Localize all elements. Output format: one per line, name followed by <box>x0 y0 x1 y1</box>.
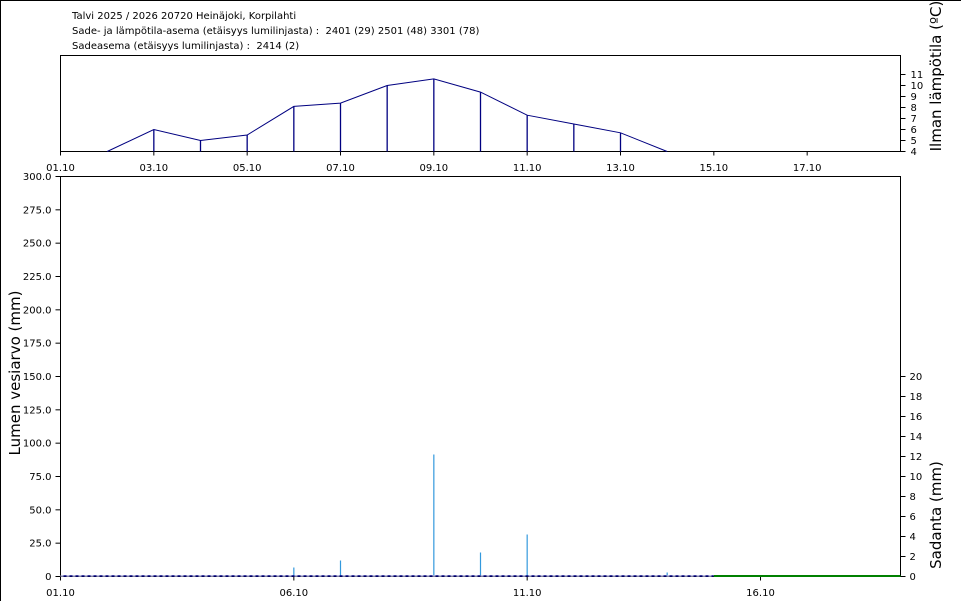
snow-y-tick-label: 250.0 <box>23 239 52 250</box>
temperature-y-tick-label: 5 <box>911 136 917 147</box>
precipitation-y-tick-label: 20 <box>910 372 923 383</box>
snow-y-tick-label: 0 <box>45 572 51 583</box>
temperature-x-tick-label: 11.10 <box>513 163 542 174</box>
snow-y-tick-label: 125.0 <box>23 405 52 416</box>
precipitation-y-tick-label: 2 <box>910 552 916 563</box>
precipitation-y-tick-label: 0 <box>910 572 916 583</box>
precipitation-y-tick-label: 6 <box>910 512 916 523</box>
temperature-y-tick-label: 8 <box>911 103 917 114</box>
stations-info: Sade- ja lämpötila-asema (etäisyys lumil… <box>72 26 480 37</box>
snow-panel: 025.050.075.0100.0125.0150.0175.0200.022… <box>6 172 945 599</box>
temperature-panel: 01.10 03.10 05.10 07.10 09.10 11.10 13.10 15.10… <box>46 1 945 174</box>
temperature-x-tick-label: 03.10 <box>140 163 169 174</box>
snow-y-tick-label: 225.0 <box>23 272 52 283</box>
precipitation-bars <box>293 454 668 577</box>
snow-y-tick-label: 150.0 <box>23 372 52 383</box>
snow-x-tick-label: 16.10 <box>746 588 775 599</box>
precipitation-y-tick-label: 8 <box>910 492 916 503</box>
precipitation-y-tick-label: 16 <box>910 412 923 423</box>
temperature-y-tick-label: 6 <box>911 125 917 136</box>
snow-y-tick-label: 200.0 <box>23 305 52 316</box>
temperature-x-tick-label: 15.10 <box>700 163 729 174</box>
precipitation-y-tick-label: 12 <box>910 452 923 463</box>
temperature-y-tick-label: 11 <box>911 70 924 81</box>
temperature-y-tick-label: 10 <box>911 81 924 92</box>
snow-plot-frame <box>60 176 901 577</box>
snow-x-tick-label: 06.10 <box>280 588 309 599</box>
snow-y-tick-label: 175.0 <box>23 339 52 350</box>
snow-y-tick-label: 100.0 <box>23 439 52 450</box>
snow-y-tick-label: 50.0 <box>29 505 51 516</box>
snow-axis-title: Lumen vesiarvo (mm) <box>6 291 24 456</box>
temperature-x-axis: 01.10 03.10 05.10 07.10 09.10 11.10 13.10 15.10… <box>46 151 822 174</box>
temperature-x-tick-label: 07.10 <box>326 163 355 174</box>
precipitation-y-tick-label: 4 <box>910 532 916 543</box>
snow-y-tick-label: 275.0 <box>23 205 52 216</box>
temperature-x-tick-label: 13.10 <box>606 163 635 174</box>
temperature-x-tick-label: 09.10 <box>420 163 449 174</box>
snow-y-axis: 0 25.0 50.0 75.0 100.0 125.0 150.0 175.0 200.0 22… <box>23 172 61 583</box>
temperature-series-line <box>106 78 668 152</box>
precipitation-y-axis: 0 2 4 6 8 10 12 14 16 18 20 <box>900 372 923 583</box>
temperature-x-tick-label: 17.10 <box>793 163 822 174</box>
precip-station-info: Sadeasema (etäisyys lumilinjasta) : 2414… <box>72 41 300 52</box>
precipitation-y-tick-label: 18 <box>910 392 923 403</box>
precipitation-y-tick-label: 14 <box>910 432 923 443</box>
temperature-y-tick-label: 7 <box>911 114 917 125</box>
precipitation-axis-title: Sadanta (mm) <box>927 461 945 569</box>
temperature-y-tick-label: 9 <box>911 92 917 103</box>
precipitation-y-tick-label: 10 <box>910 472 923 483</box>
temperature-y-tick-label: 4 <box>911 147 917 158</box>
temperature-x-tick-label: 01.10 <box>46 163 75 174</box>
temperature-x-tick-label: 05.10 <box>233 163 262 174</box>
temperature-axis-title: Ilman lämpötila (ºC) <box>927 1 945 152</box>
snow-y-tick-label: 300.0 <box>23 172 52 183</box>
snow-x-tick-label: 11.10 <box>513 588 542 599</box>
snow-y-tick-label: 25.0 <box>29 539 51 550</box>
snow-x-axis: 01.10 06.10 11.10 16.10 <box>46 576 775 599</box>
snow-x-tick-label: 01.10 <box>46 588 75 599</box>
snow-y-tick-label: 75.0 <box>29 472 51 483</box>
temperature-droplines <box>153 78 622 152</box>
chart-title: Talvi 2025 / 2026 20720 Heinäjoki, Korpi… <box>72 11 297 22</box>
